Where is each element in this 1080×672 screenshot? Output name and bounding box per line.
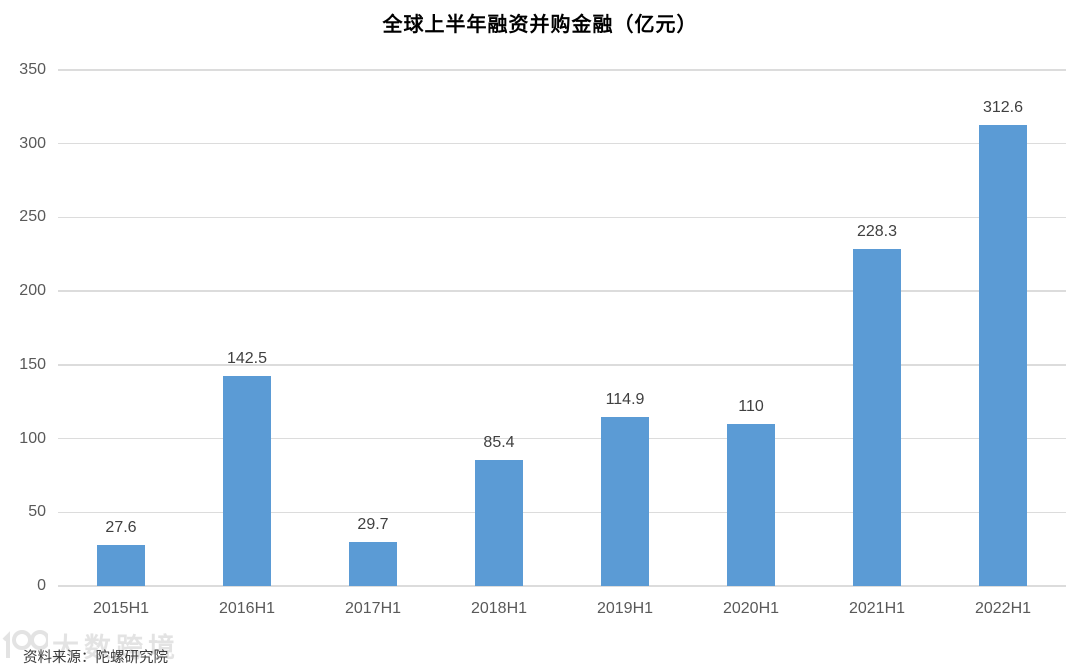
gridline bbox=[58, 364, 1066, 366]
x-tick-label: 2019H1 bbox=[596, 600, 654, 617]
x-axis: 2015H1 2016H1 2017H1 2018H1 2019H1 2020H1 2021… bbox=[58, 600, 1066, 618]
bar-slot: 142.5 bbox=[184, 70, 310, 586]
bar-2021H1 bbox=[853, 249, 901, 586]
bar-2020H1 bbox=[727, 423, 775, 586]
gridline bbox=[58, 437, 1066, 440]
bar-value-label: 29.7 bbox=[357, 516, 389, 534]
bar-value-label: 27.6 bbox=[105, 519, 137, 537]
bar-2016H1 bbox=[223, 375, 271, 586]
y-tick-label: 0 bbox=[37, 577, 46, 594]
bar-value-label: 312.6 bbox=[982, 99, 1024, 117]
bar-slot: 85.4 bbox=[436, 70, 562, 586]
x-tick-label: 2016H1 bbox=[218, 600, 276, 617]
bar-slot: 110 bbox=[688, 70, 814, 586]
bar-2018H1 bbox=[475, 460, 523, 586]
x-tick-label: 2018H1 bbox=[470, 600, 528, 617]
gridline bbox=[58, 290, 1066, 292]
bar-value-label: 228.3 bbox=[856, 223, 898, 241]
bars-layer: 27.6 142.5 29.7 85.4 114.9 110 228.3 312.6 bbox=[58, 70, 1066, 586]
bar-2017H1 bbox=[349, 542, 397, 586]
bar-slot: 27.6 bbox=[58, 70, 184, 586]
bar-slot: 312.6 bbox=[940, 70, 1066, 586]
y-tick-label: 250 bbox=[19, 208, 46, 226]
x-tick-label: 2015H1 bbox=[92, 600, 150, 617]
y-tick-label: 150 bbox=[19, 355, 46, 373]
bar-2015H1 bbox=[97, 545, 145, 586]
y-tick-label: 200 bbox=[19, 282, 46, 300]
x-tick-label: 2020H1 bbox=[722, 600, 780, 617]
gridline bbox=[58, 142, 1066, 145]
x-tick-label: 2022H1 bbox=[974, 600, 1032, 617]
x-tick-label: 2017H1 bbox=[344, 600, 402, 617]
gridline bbox=[58, 585, 1066, 587]
bar-value-label: 110 bbox=[738, 397, 764, 415]
bar-value-label: 142.5 bbox=[226, 349, 268, 367]
bar-value-label: 114.9 bbox=[605, 390, 645, 408]
bar-slot: 114.9 bbox=[562, 70, 688, 586]
y-tick-label: 350 bbox=[19, 61, 46, 78]
y-axis: 0 50 100 150 200 250 300 350 bbox=[0, 61, 46, 594]
gridline bbox=[58, 511, 1066, 514]
bar-2022H1 bbox=[979, 125, 1027, 586]
gridline bbox=[58, 69, 1066, 71]
source-note: 资料来源：陀螺研究院 bbox=[23, 650, 168, 666]
y-tick-label: 50 bbox=[28, 503, 46, 521]
gridline bbox=[58, 216, 1066, 219]
bar-value-label: 85.4 bbox=[483, 434, 515, 452]
y-tick-label: 100 bbox=[19, 429, 46, 447]
bar-2019H1 bbox=[601, 416, 649, 586]
plot-area: 27.6 142.5 29.7 85.4 114.9 110 228.3 312.6 bbox=[58, 69, 1066, 587]
x-tick-label: 2021H1 bbox=[848, 600, 906, 617]
chart-title: 全球上半年融资并购金融（亿元） bbox=[382, 14, 698, 36]
bar-slot: 228.3 bbox=[814, 70, 940, 586]
bar-slot: 29.7 bbox=[310, 70, 436, 586]
y-tick-label: 300 bbox=[19, 134, 46, 152]
